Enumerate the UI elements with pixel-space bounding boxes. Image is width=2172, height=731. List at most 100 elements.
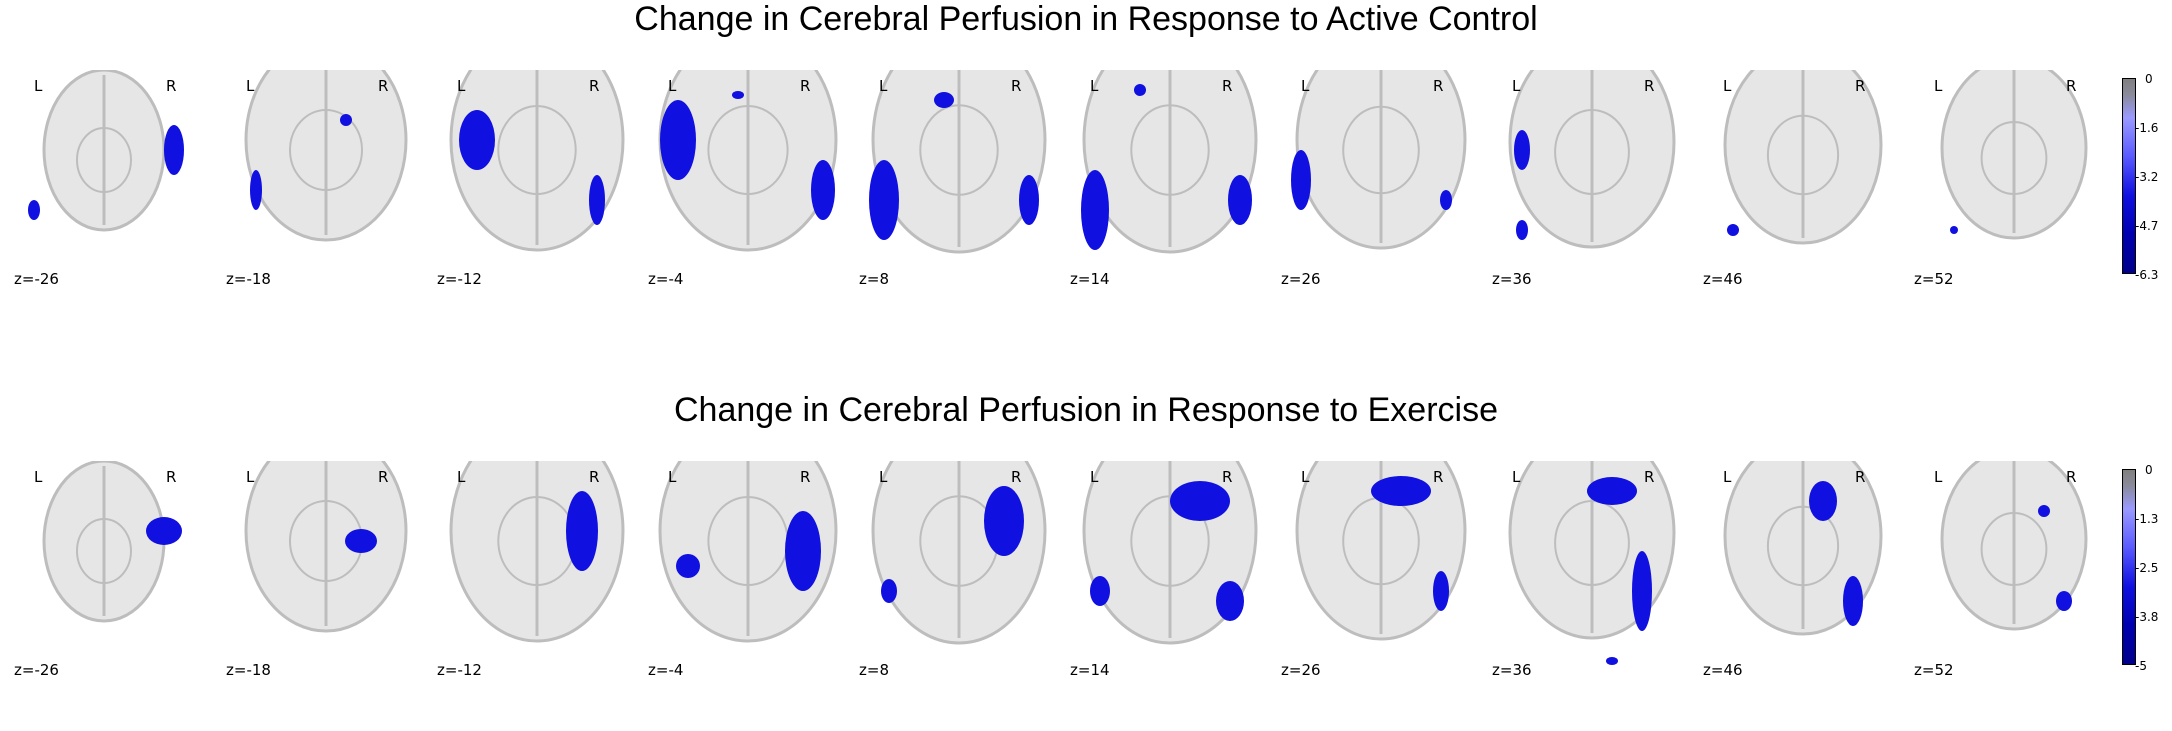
colorbar-tick: -5 — [2135, 659, 2147, 673]
brain-slice-image — [859, 461, 1069, 691]
brain-slice: L Rz=26 — [1281, 461, 1491, 691]
brain-slice: L Rz=-18 — [226, 461, 436, 691]
slice-coordinate-label: z=-12 — [437, 270, 482, 288]
brain-slice: L Rz=14 — [1070, 461, 1280, 691]
left-hemisphere-label: L — [879, 468, 887, 486]
slice-coordinate-label: z=-18 — [226, 270, 271, 288]
colorbar-tick: -2.5 — [2135, 561, 2158, 575]
brain-slice-image — [437, 70, 647, 300]
activation-cluster — [1216, 581, 1244, 621]
right-hemisphere-label: R — [166, 468, 176, 486]
brain-slice-image — [226, 461, 436, 691]
activation-cluster — [28, 200, 40, 220]
slice-coordinate-label: z=-12 — [437, 661, 482, 679]
brain-slice-image — [1914, 70, 2124, 300]
activation-cluster — [2056, 591, 2072, 611]
right-hemisphere-label: R — [1433, 468, 1443, 486]
brain-slice: L Rz=-26 — [14, 70, 224, 300]
activation-cluster — [1134, 84, 1146, 96]
slice-coordinate-label: z=-26 — [14, 661, 59, 679]
activation-cluster — [1606, 657, 1618, 665]
right-hemisphere-label: R — [1011, 468, 1021, 486]
activation-cluster — [2038, 505, 2050, 517]
right-hemisphere-label: R — [800, 468, 810, 486]
right-hemisphere-label: R — [2066, 77, 2076, 95]
left-hemisphere-label: L — [246, 468, 254, 486]
brain-slice-image — [1070, 70, 1280, 300]
colorbar — [2122, 78, 2136, 274]
slice-coordinate-label: z=26 — [1281, 661, 1321, 679]
slice-coordinate-label: z=36 — [1492, 661, 1532, 679]
left-hemisphere-label: L — [1090, 77, 1098, 95]
slice-coordinate-label: z=-26 — [14, 270, 59, 288]
colorbar-tick: 0 — [2145, 463, 2153, 477]
left-hemisphere-label: L — [1723, 77, 1731, 95]
brain-slice: L Rz=8 — [859, 461, 1069, 691]
slice-coordinate-label: z=-4 — [648, 270, 683, 288]
brain-slice-image — [859, 70, 1069, 300]
brain-slice: L Rz=14 — [1070, 70, 1280, 300]
activation-cluster — [1170, 481, 1230, 521]
colorbar — [2122, 469, 2136, 665]
slice-coordinate-label: z=46 — [1703, 661, 1743, 679]
left-hemisphere-label: L — [668, 468, 676, 486]
right-hemisphere-label: R — [1644, 468, 1654, 486]
brain-slice: L Rz=-12 — [437, 70, 647, 300]
activation-cluster — [1090, 576, 1110, 606]
colorbar-tick: 0 — [2145, 72, 2153, 86]
brain-slice-image — [1703, 70, 1913, 300]
colorbar-tick: -3.2 — [2135, 170, 2158, 184]
activation-cluster — [881, 579, 897, 603]
left-hemisphere-label: L — [1723, 468, 1731, 486]
right-hemisphere-label: R — [800, 77, 810, 95]
brain-slice-image — [648, 70, 858, 300]
right-hemisphere-label: R — [589, 468, 599, 486]
slice-coordinate-label: z=-18 — [226, 661, 271, 679]
left-hemisphere-label: L — [1934, 77, 1942, 95]
brain-slice-image — [226, 70, 436, 300]
right-hemisphere-label: R — [378, 77, 388, 95]
left-hemisphere-label: L — [668, 77, 676, 95]
activation-cluster — [164, 125, 184, 175]
activation-cluster — [1843, 576, 1863, 626]
brain-slice-image — [437, 461, 647, 691]
left-hemisphere-label: L — [246, 77, 254, 95]
left-hemisphere-label: L — [1512, 468, 1520, 486]
activation-cluster — [785, 511, 821, 591]
activation-cluster — [1809, 481, 1837, 521]
left-hemisphere-label: L — [34, 468, 42, 486]
activation-cluster — [146, 517, 182, 545]
colorbar-tick: -1.3 — [2135, 512, 2158, 526]
slice-coordinate-label: z=46 — [1703, 270, 1743, 288]
activation-cluster — [1516, 220, 1528, 240]
right-hemisphere-label: R — [1855, 468, 1865, 486]
slice-coordinate-label: z=52 — [1914, 661, 1954, 679]
activation-cluster — [1291, 150, 1311, 210]
brain-slice-image — [1492, 70, 1702, 300]
left-hemisphere-label: L — [457, 468, 465, 486]
colorbar-tick: -1.6 — [2135, 121, 2158, 135]
right-hemisphere-label: R — [2066, 468, 2076, 486]
activation-cluster — [1081, 170, 1109, 250]
colorbar-tick: -4.7 — [2135, 219, 2158, 233]
activation-cluster — [1632, 551, 1652, 631]
activation-cluster — [676, 554, 700, 578]
right-hemisphere-label: R — [1433, 77, 1443, 95]
activation-cluster — [660, 100, 696, 180]
left-hemisphere-label: L — [879, 77, 887, 95]
brain-slice: L Rz=46 — [1703, 70, 1913, 300]
slice-coordinate-label: z=52 — [1914, 270, 1954, 288]
right-hemisphere-label: R — [378, 468, 388, 486]
activation-cluster — [732, 91, 744, 99]
slice-coordinate-label: z=26 — [1281, 270, 1321, 288]
